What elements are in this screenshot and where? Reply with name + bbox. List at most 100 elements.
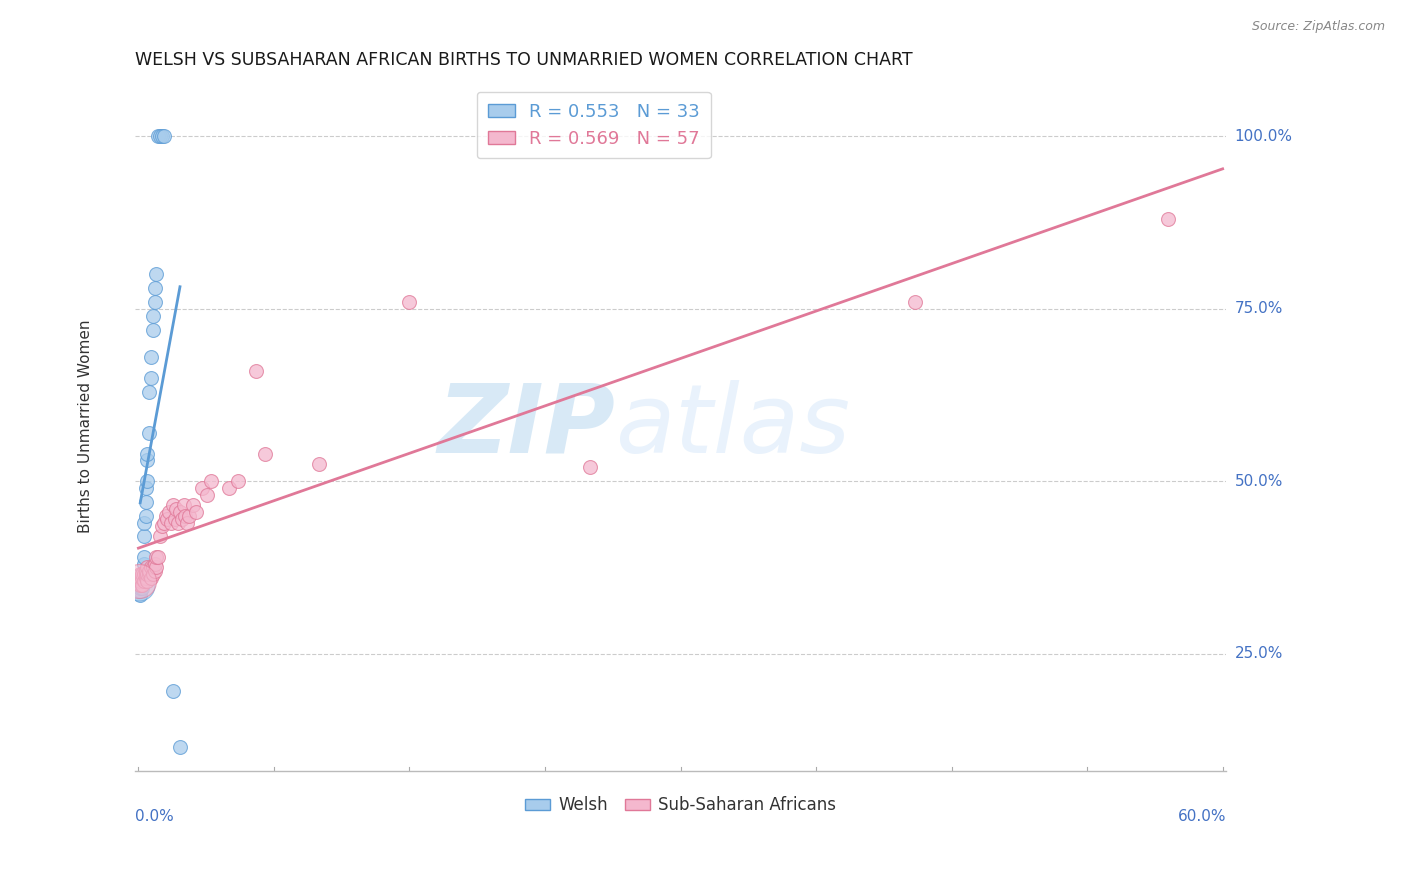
Point: [139, 371, 162, 385]
Point: [145, 560, 167, 574]
Point: [176, 516, 198, 530]
Point: [136, 560, 159, 574]
Point: [131, 577, 153, 591]
Point: [142, 309, 165, 323]
Point: [162, 498, 184, 512]
Point: [155, 508, 177, 523]
Text: 50.0%: 50.0%: [1234, 474, 1282, 489]
Point: [135, 567, 157, 582]
Point: [132, 557, 155, 571]
Point: [129, 577, 152, 591]
Point: [145, 549, 167, 564]
Point: [132, 574, 155, 588]
Point: [169, 739, 191, 754]
Point: [142, 322, 165, 336]
Point: [160, 516, 183, 530]
Point: [165, 501, 187, 516]
Point: [200, 474, 222, 488]
Point: [177, 508, 200, 523]
Point: [135, 564, 157, 578]
Point: [181, 498, 204, 512]
Point: [136, 567, 159, 582]
Point: [152, 516, 174, 530]
Point: [173, 498, 195, 512]
Point: [131, 567, 153, 582]
Point: [139, 560, 162, 574]
Point: [904, 294, 927, 309]
Point: [148, 549, 170, 564]
Point: [245, 364, 267, 378]
Point: [136, 474, 159, 488]
Point: [131, 571, 153, 585]
Point: [129, 584, 152, 599]
Point: [132, 529, 155, 543]
Point: [150, 129, 173, 144]
Point: [131, 577, 153, 591]
Text: 100.0%: 100.0%: [1234, 129, 1292, 144]
Point: [131, 571, 153, 585]
Point: [150, 519, 173, 533]
Point: [138, 567, 160, 582]
Point: [128, 574, 150, 588]
Point: [162, 684, 184, 698]
Point: [143, 557, 166, 571]
Point: [142, 567, 165, 582]
Point: [136, 447, 159, 461]
Point: [142, 560, 165, 574]
Point: [131, 581, 153, 595]
Text: 25.0%: 25.0%: [1234, 646, 1282, 661]
Point: [138, 564, 160, 578]
Text: WELSH VS SUBSAHARAN AFRICAN BIRTHS TO UNMARRIED WOMEN CORRELATION CHART: WELSH VS SUBSAHARAN AFRICAN BIRTHS TO UN…: [135, 51, 912, 69]
Point: [129, 588, 152, 602]
Point: [135, 508, 157, 523]
Text: atlas: atlas: [614, 379, 851, 473]
Point: [190, 481, 212, 495]
Point: [129, 577, 152, 591]
Point: [129, 581, 152, 595]
Point: [163, 512, 186, 526]
Text: Births to Unmarried Women: Births to Unmarried Women: [79, 319, 93, 533]
Point: [157, 505, 180, 519]
Text: 75.0%: 75.0%: [1234, 301, 1282, 317]
Point: [218, 481, 240, 495]
Point: [128, 577, 150, 591]
Point: [138, 384, 160, 399]
Text: 0.0%: 0.0%: [135, 809, 173, 823]
Point: [170, 512, 193, 526]
Point: [129, 571, 152, 585]
Point: [149, 529, 172, 543]
Text: ZIP: ZIP: [437, 379, 614, 473]
Point: [136, 453, 159, 467]
Point: [129, 567, 152, 582]
Point: [195, 488, 218, 502]
Point: [253, 447, 276, 461]
Point: [167, 516, 190, 530]
Point: [186, 505, 208, 519]
Point: [139, 350, 162, 364]
Point: [169, 505, 191, 519]
Point: [308, 457, 330, 471]
Text: 60.0%: 60.0%: [1178, 809, 1226, 823]
Point: [132, 516, 155, 530]
Point: [143, 564, 166, 578]
Point: [136, 574, 159, 588]
Text: Source: ZipAtlas.com: Source: ZipAtlas.com: [1251, 20, 1385, 33]
Point: [149, 129, 172, 144]
Point: [131, 574, 153, 588]
Point: [132, 567, 155, 582]
Point: [145, 268, 167, 282]
Point: [226, 474, 249, 488]
Point: [174, 508, 197, 523]
Point: [1157, 212, 1180, 227]
Point: [139, 571, 162, 585]
Point: [132, 549, 155, 564]
Point: [135, 495, 157, 509]
Point: [156, 512, 179, 526]
Point: [152, 129, 174, 144]
Point: [143, 281, 166, 295]
Point: [579, 460, 602, 475]
Legend: Welsh, Sub-Saharan Africans: Welsh, Sub-Saharan Africans: [519, 789, 842, 821]
Point: [148, 129, 170, 144]
Point: [129, 574, 152, 588]
Point: [398, 294, 420, 309]
